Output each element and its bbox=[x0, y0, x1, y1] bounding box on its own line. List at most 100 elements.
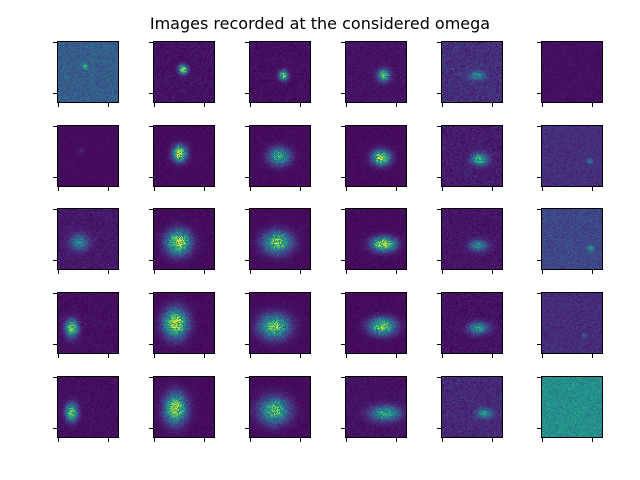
image-panel-r4-c4 bbox=[345, 292, 407, 354]
image-panel-r1-c4 bbox=[345, 41, 407, 103]
x-tick bbox=[346, 187, 347, 191]
x-tick bbox=[592, 270, 593, 274]
x-tick bbox=[154, 103, 155, 107]
y-tick bbox=[341, 177, 345, 178]
x-tick bbox=[250, 187, 251, 191]
y-tick bbox=[341, 377, 345, 378]
y-tick bbox=[437, 209, 441, 210]
image-panel-r4-c1 bbox=[57, 292, 119, 354]
heatmap-image bbox=[542, 126, 602, 186]
image-panel-r2-c5 bbox=[441, 125, 503, 187]
y-tick bbox=[537, 377, 541, 378]
y-tick bbox=[341, 260, 345, 261]
y-tick bbox=[245, 293, 249, 294]
x-tick bbox=[250, 270, 251, 274]
image-panel-r4-c3 bbox=[249, 292, 311, 354]
x-tick bbox=[108, 103, 109, 107]
y-tick bbox=[53, 260, 57, 261]
y-tick bbox=[437, 377, 441, 378]
image-panel-r1-c5 bbox=[441, 41, 503, 103]
y-tick bbox=[341, 42, 345, 43]
image-panel-r5-c4 bbox=[345, 376, 407, 438]
x-tick bbox=[396, 270, 397, 274]
image-panel-r1-c6 bbox=[541, 41, 603, 103]
x-tick bbox=[442, 103, 443, 107]
y-tick bbox=[53, 293, 57, 294]
heatmap-image bbox=[250, 293, 310, 353]
y-tick bbox=[537, 126, 541, 127]
x-tick bbox=[300, 438, 301, 442]
image-panel-r2-c3 bbox=[249, 125, 311, 187]
x-tick bbox=[250, 103, 251, 107]
x-tick bbox=[492, 187, 493, 191]
image-panel-r5-c6 bbox=[541, 376, 603, 438]
heatmap-image bbox=[154, 377, 214, 437]
x-tick bbox=[300, 103, 301, 107]
y-tick bbox=[149, 428, 153, 429]
y-tick bbox=[53, 377, 57, 378]
x-tick bbox=[108, 270, 109, 274]
x-tick bbox=[492, 270, 493, 274]
y-tick bbox=[437, 260, 441, 261]
x-tick bbox=[542, 187, 543, 191]
y-tick bbox=[341, 209, 345, 210]
y-tick bbox=[53, 93, 57, 94]
x-tick bbox=[442, 270, 443, 274]
y-tick bbox=[537, 93, 541, 94]
x-tick bbox=[300, 270, 301, 274]
x-tick bbox=[396, 438, 397, 442]
y-tick bbox=[149, 260, 153, 261]
y-tick bbox=[53, 344, 57, 345]
image-panel-r4-c2 bbox=[153, 292, 215, 354]
y-tick bbox=[537, 293, 541, 294]
x-tick bbox=[204, 438, 205, 442]
image-panel-r1-c3 bbox=[249, 41, 311, 103]
heatmap-image bbox=[58, 42, 118, 102]
y-tick bbox=[245, 42, 249, 43]
x-tick bbox=[204, 103, 205, 107]
x-tick bbox=[250, 438, 251, 442]
chart-title: Images recorded at the considered omega bbox=[149, 14, 491, 33]
y-tick bbox=[437, 126, 441, 127]
x-tick bbox=[542, 438, 543, 442]
y-tick bbox=[53, 428, 57, 429]
y-tick bbox=[537, 428, 541, 429]
heatmap-image bbox=[346, 42, 406, 102]
x-tick bbox=[58, 438, 59, 442]
x-tick bbox=[346, 270, 347, 274]
x-tick bbox=[396, 103, 397, 107]
y-tick bbox=[245, 126, 249, 127]
x-tick bbox=[346, 438, 347, 442]
y-tick bbox=[245, 177, 249, 178]
image-panel-r2-c6 bbox=[541, 125, 603, 187]
image-panel-r3-c4 bbox=[345, 208, 407, 270]
x-tick bbox=[542, 103, 543, 107]
image-panel-r3-c3 bbox=[249, 208, 311, 270]
y-tick bbox=[245, 209, 249, 210]
y-tick bbox=[149, 126, 153, 127]
image-panel-r5-c3 bbox=[249, 376, 311, 438]
heatmap-image bbox=[250, 209, 310, 269]
y-tick bbox=[149, 177, 153, 178]
x-tick bbox=[396, 187, 397, 191]
heatmap-image bbox=[58, 377, 118, 437]
x-tick bbox=[300, 187, 301, 191]
y-tick bbox=[341, 126, 345, 127]
y-tick bbox=[245, 344, 249, 345]
heatmap-image bbox=[346, 126, 406, 186]
heatmap-image bbox=[442, 126, 502, 186]
x-tick bbox=[442, 187, 443, 191]
y-tick bbox=[53, 42, 57, 43]
heatmap-image bbox=[442, 42, 502, 102]
y-tick bbox=[149, 93, 153, 94]
heatmap-image bbox=[250, 42, 310, 102]
heatmap-image bbox=[250, 126, 310, 186]
image-panel-r2-c4 bbox=[345, 125, 407, 187]
heatmap-image bbox=[346, 293, 406, 353]
x-tick bbox=[442, 438, 443, 442]
image-panel-r2-c1 bbox=[57, 125, 119, 187]
y-tick bbox=[537, 209, 541, 210]
image-panel-r2-c2 bbox=[153, 125, 215, 187]
x-tick bbox=[346, 354, 347, 358]
